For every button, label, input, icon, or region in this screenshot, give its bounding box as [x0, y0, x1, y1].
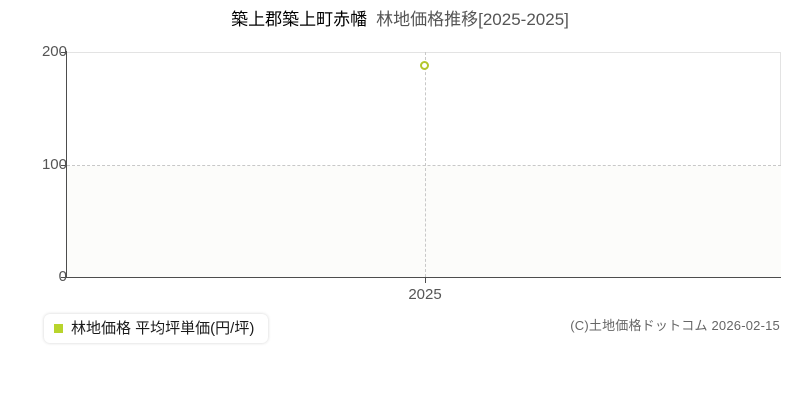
y-tick-mark	[61, 165, 67, 166]
x-tick-mark-2025	[425, 277, 426, 283]
y-tick-label: 100	[41, 156, 67, 173]
plot-area	[67, 52, 781, 278]
legend-item-label: 林地価格 平均坪単価(円/坪)	[71, 319, 255, 337]
title-subtitle: 林地価格推移[2025-2025]	[376, 10, 569, 29]
legend-swatch-icon	[54, 324, 63, 333]
y-tick-label: 0	[58, 268, 67, 285]
gridline-vertical-2025	[425, 52, 426, 277]
credit-text: (C)土地価格ドットコム 2026-02-15	[570, 318, 780, 333]
data-point-2025[interactable]	[420, 61, 429, 70]
title-region: 築上郡築上町赤幡	[231, 10, 368, 29]
page-title: 築上郡築上町赤幡 林地価格推移[2025-2025]	[0, 9, 800, 31]
y-axis-line	[66, 51, 67, 278]
y-tick-label: 200	[41, 43, 67, 60]
gridline-horizontal-100	[67, 165, 781, 166]
x-axis-line	[67, 277, 781, 278]
y-tick-mark	[61, 52, 67, 53]
plot-background-tint	[67, 166, 781, 278]
x-tick-label-2025: 2025	[408, 286, 442, 303]
y-tick-mark	[61, 277, 67, 278]
legend[interactable]: 林地価格 平均坪単価(円/坪)	[44, 314, 269, 343]
